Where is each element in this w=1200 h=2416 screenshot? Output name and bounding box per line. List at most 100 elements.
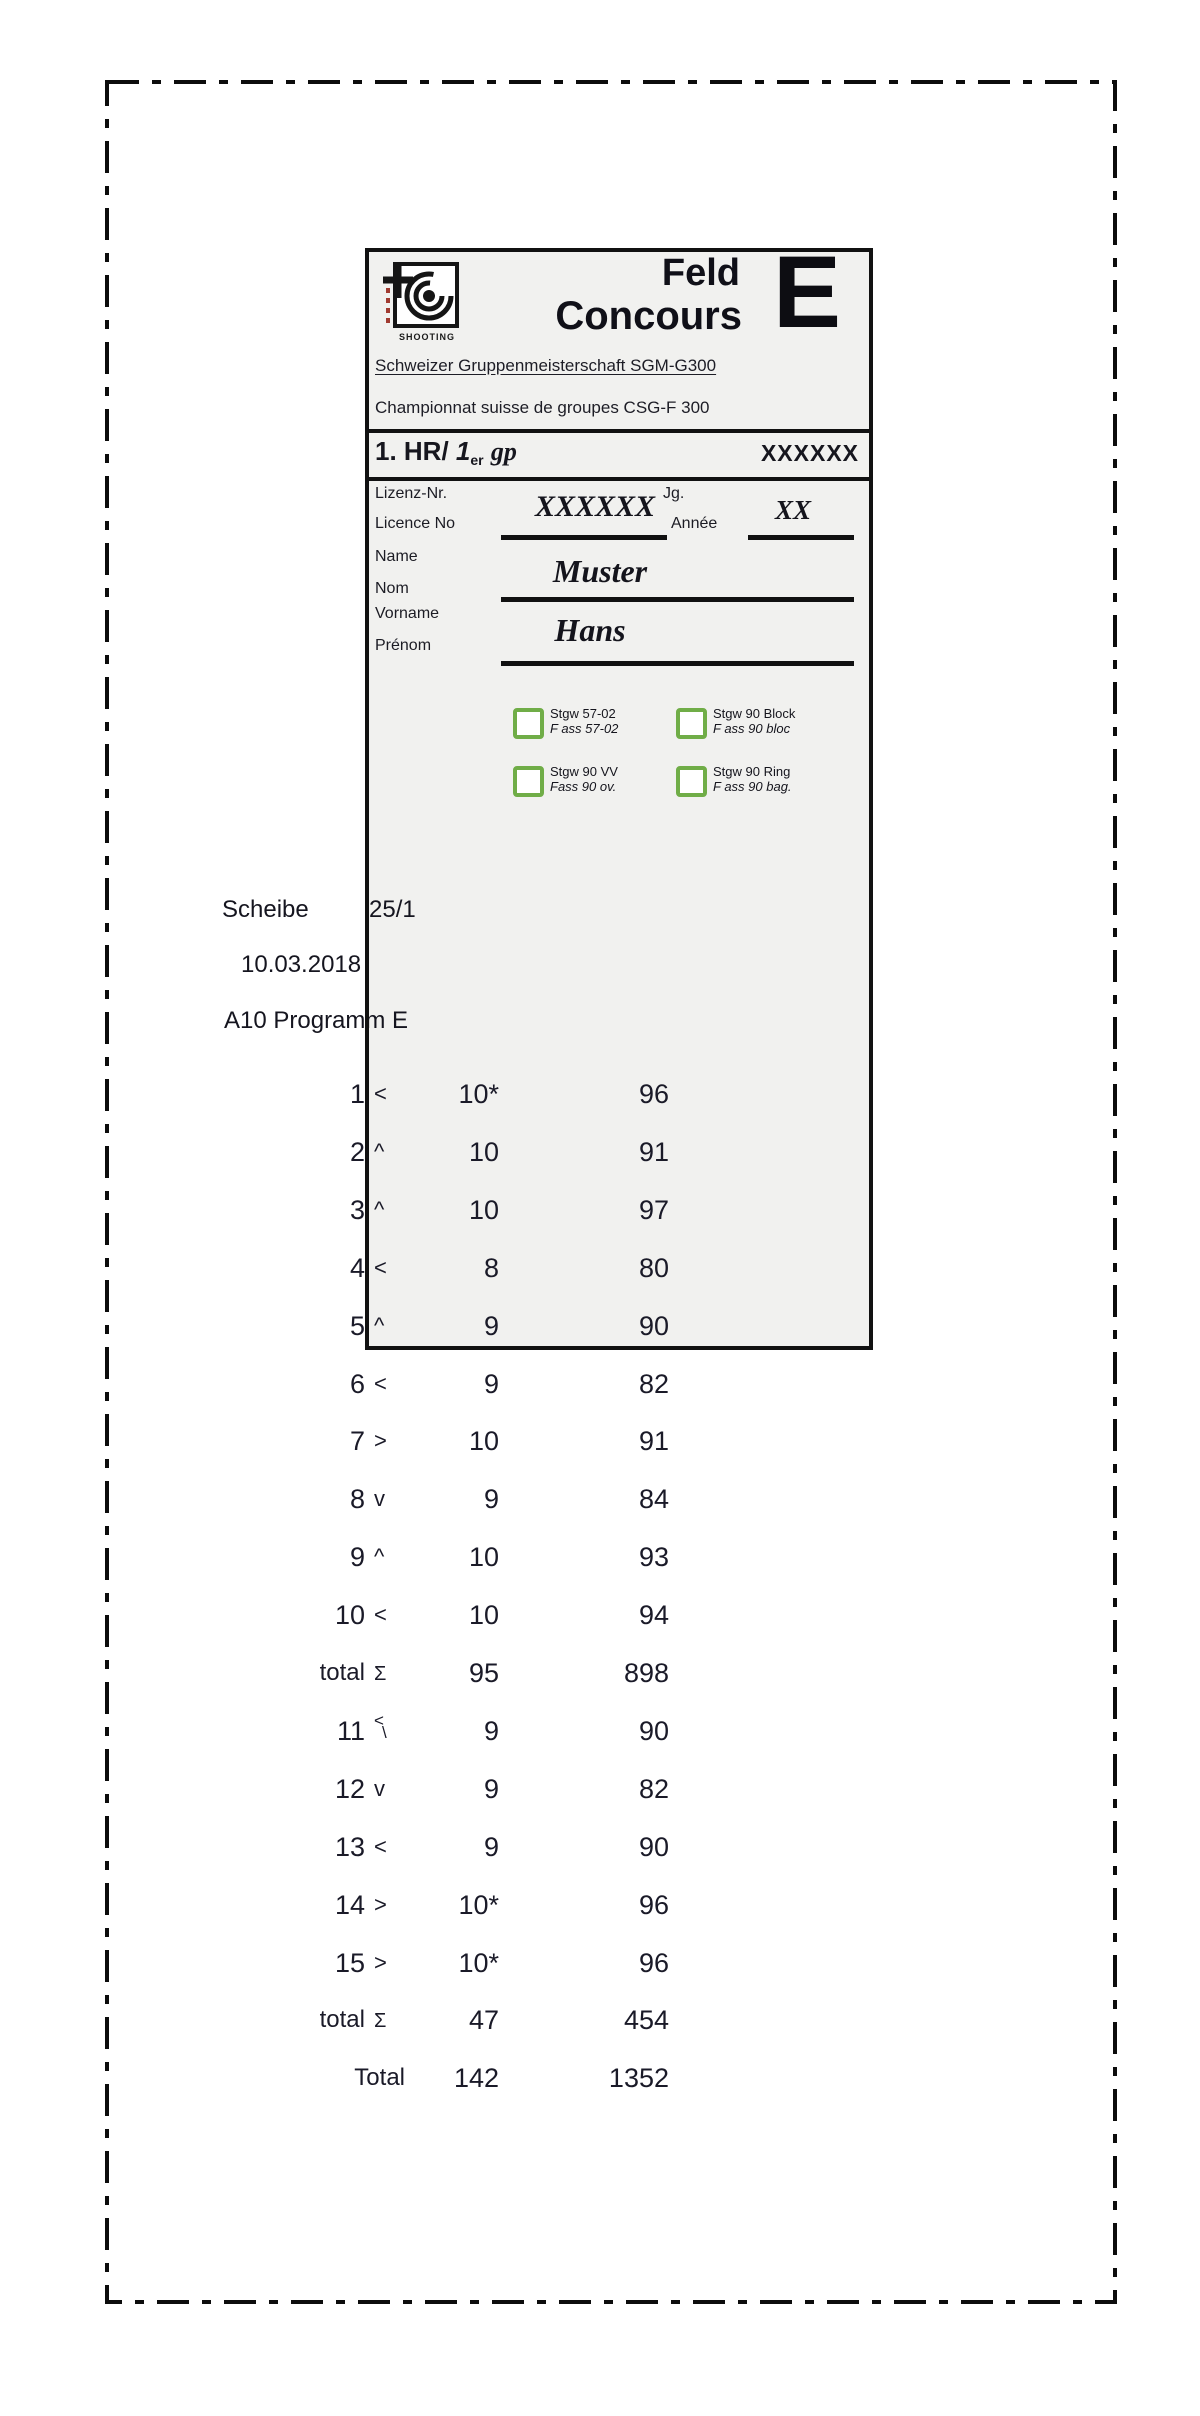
name-label-fr: Nom	[375, 580, 409, 597]
shot-direction: Σ	[374, 2010, 387, 2032]
score-row: 6 < 9 82	[0, 1368, 1200, 1400]
running-total: 97	[638, 1195, 669, 1225]
running-total: 454	[623, 2005, 669, 2035]
shot-number: 14	[334, 1890, 365, 1920]
score-row: 2 ^ 10 91	[0, 1136, 1200, 1168]
shot-number: 7	[349, 1426, 365, 1456]
subtitle-german: Schweizer Gruppenmeisterschaft SGM-G300	[375, 356, 717, 375]
shot-number: total	[319, 1659, 365, 1686]
shot-score: 8	[483, 1253, 499, 1283]
form-title-de: Feld	[661, 252, 740, 294]
shot-number: 12	[334, 1774, 365, 1804]
year-label-de: Jg.	[663, 485, 685, 502]
running-total: 91	[638, 1426, 669, 1456]
weapon-label-de: Stgw 90 VV	[550, 764, 618, 779]
running-total: 93	[638, 1542, 669, 1572]
swiss-shooting-logo: SHOOTING	[379, 256, 471, 360]
shot-direction: <	[374, 1371, 387, 1396]
score-row: total Σ 47 454	[0, 2004, 1200, 2036]
score-row: 1 < 10* 96	[0, 1078, 1200, 1110]
running-total: 94	[638, 1600, 669, 1630]
shot-direction: ^	[374, 1139, 385, 1164]
target-logo-icon	[383, 262, 459, 328]
program-letter: E	[773, 235, 842, 349]
shot-score: 10	[468, 1195, 499, 1225]
running-total: 898	[623, 1658, 669, 1688]
heat-label: 1. HR/ 1er gp	[375, 436, 517, 468]
shot-number: 5	[349, 1311, 365, 1341]
shot-number: 9	[349, 1542, 365, 1572]
score-row: Total 142 1352	[0, 2062, 1200, 2094]
shot-score: 9	[483, 1774, 499, 1804]
score-row: 4 < 8 80	[0, 1252, 1200, 1284]
weapon-label-de: Stgw 57-02	[550, 706, 616, 721]
score-row: 9 ^ 10 93	[0, 1541, 1200, 1573]
shot-direction: >	[374, 1428, 387, 1453]
score-row: 7 > 10 91	[0, 1425, 1200, 1457]
running-total: 1352	[608, 2063, 669, 2093]
shot-direction: < \	[374, 1711, 387, 1742]
shot-score: 10	[468, 1542, 499, 1572]
name-value: Muster	[552, 553, 648, 589]
firstname-label-fr: Prénom	[375, 637, 432, 654]
name-label-de: Name	[375, 548, 418, 565]
running-total: 90	[638, 1716, 669, 1746]
shot-number: 3	[349, 1195, 365, 1225]
shot-direction: <	[374, 1081, 387, 1106]
score-row: 12 v 9 82	[0, 1773, 1200, 1805]
logo-caption: SHOOTING	[398, 332, 455, 342]
year-value: XX	[774, 495, 812, 525]
score-row: total Σ 95 898	[0, 1657, 1200, 1689]
shot-direction: >	[374, 1892, 387, 1917]
running-total: 82	[638, 1369, 669, 1399]
weapon-label-de: Stgw 90 Ring	[713, 764, 791, 779]
heat-code: XXXXXX	[760, 440, 859, 466]
shot-direction: <	[374, 1834, 387, 1859]
subtitle-french: Championnat suisse de groupes CSG-F 300	[375, 398, 710, 417]
shot-number: 11	[336, 1716, 365, 1746]
weapon-checkbox-stgw90-vv[interactable]	[513, 766, 544, 797]
shot-number: Total	[354, 2064, 405, 2091]
firstname-underline	[501, 661, 854, 666]
scorecard: SHOOTING Feld Concours E Schweizer Grupp…	[365, 235, 873, 1350]
shot-score: 9	[483, 1484, 499, 1514]
shot-direction: <	[374, 1602, 387, 1627]
weapon-label-fr: F ass 90 bag.	[713, 779, 792, 794]
heat-label-bold: 1. HR/	[375, 436, 449, 466]
shot-score: 10	[468, 1426, 499, 1456]
shot-direction: ^	[374, 1313, 385, 1338]
section-divider	[365, 429, 873, 433]
session-program: A10 Programm E	[224, 1007, 409, 1034]
shot-number: total	[319, 2006, 365, 2033]
shot-number: 10	[334, 1600, 365, 1630]
shot-score: 10	[468, 1137, 499, 1167]
session-date: 10.03.2018	[241, 951, 362, 978]
license-label-de: Lizenz-Nr.	[375, 485, 448, 502]
weapon-label-stgw90-vv: Stgw 90 VV Fass 90 ov.	[550, 764, 618, 794]
weapon-label-stgw57: Stgw 57-02 F ass 57-02	[550, 706, 618, 736]
score-row: 11 < \ 9 90	[0, 1712, 1200, 1747]
shot-score: 47	[468, 2005, 499, 2035]
weapon-checkbox-stgw90-block[interactable]	[676, 708, 707, 739]
shot-direction: Σ	[374, 1663, 387, 1685]
score-row: 5 ^ 9 90	[0, 1310, 1200, 1342]
shot-number: 2	[349, 1137, 365, 1167]
license-value: XXXXXX	[534, 490, 656, 523]
name-underline	[501, 597, 854, 602]
license-underline	[501, 535, 667, 540]
shot-number: 15	[334, 1948, 365, 1978]
shot-score: 10	[468, 1600, 499, 1630]
license-label-fr: Licence No	[375, 515, 456, 532]
running-total: 90	[638, 1311, 669, 1341]
weapon-checkbox-stgw90-ring[interactable]	[676, 766, 707, 797]
score-row: 15 > 10* 96	[0, 1947, 1200, 1979]
form-title-fr: Concours	[555, 294, 742, 338]
weapon-checkbox-stgw57[interactable]	[513, 708, 544, 739]
shot-direction: <	[374, 1255, 387, 1280]
running-total: 80	[638, 1253, 669, 1283]
shot-direction: ^	[374, 1544, 385, 1569]
score-row: 10 < 10 94	[0, 1599, 1200, 1631]
score-row: 3 ^ 10 97	[0, 1194, 1200, 1226]
shot-score: 10*	[458, 1948, 499, 1978]
running-total: 84	[638, 1484, 669, 1514]
